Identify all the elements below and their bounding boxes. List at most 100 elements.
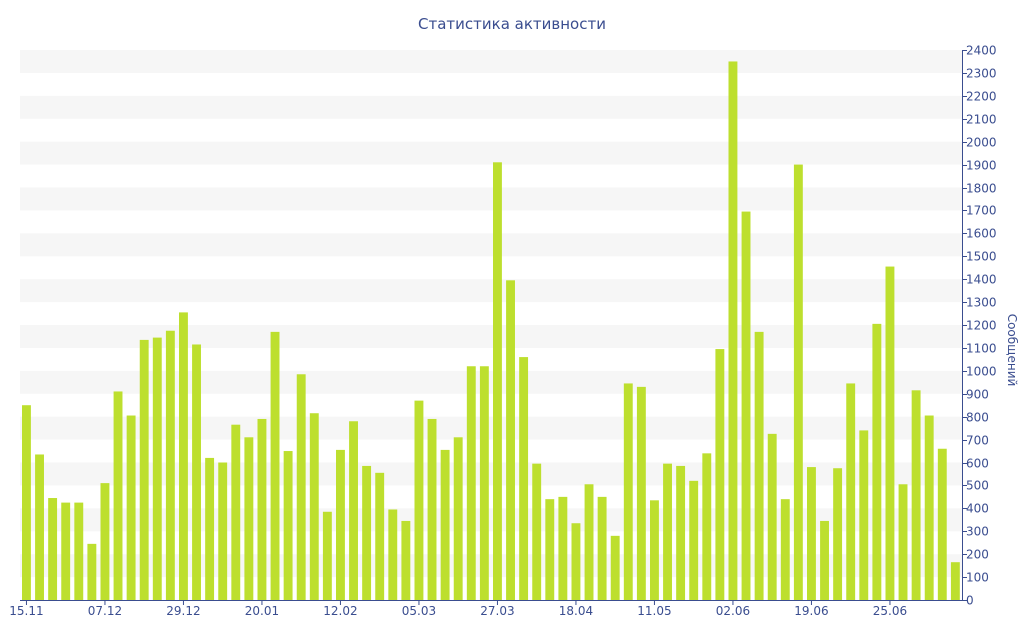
bar bbox=[676, 465, 686, 600]
grid-band bbox=[20, 462, 962, 486]
bar bbox=[87, 543, 97, 600]
bar bbox=[519, 357, 529, 600]
chart-title: Статистика активности bbox=[418, 15, 606, 33]
y-tick-label: 2000 bbox=[966, 136, 997, 150]
y-tick-label: 1900 bbox=[966, 159, 997, 173]
bar bbox=[898, 484, 908, 600]
bar bbox=[767, 433, 777, 600]
bar bbox=[205, 457, 215, 600]
y-tick-label: 1600 bbox=[966, 227, 997, 241]
bar bbox=[479, 366, 489, 600]
y-tick-label: 2200 bbox=[966, 90, 997, 104]
bar bbox=[911, 390, 921, 600]
bar bbox=[35, 454, 44, 600]
x-tick-label: 05.03 bbox=[402, 604, 436, 618]
bar bbox=[807, 467, 816, 600]
bar bbox=[558, 496, 568, 600]
bar bbox=[22, 405, 31, 600]
bar bbox=[506, 280, 515, 600]
x-tick-label: 18.04 bbox=[559, 604, 593, 618]
x-tick-label: 29.12 bbox=[166, 604, 200, 618]
bar bbox=[623, 383, 633, 600]
bar bbox=[937, 448, 947, 600]
bar bbox=[126, 415, 136, 600]
y-tick-label: 1300 bbox=[966, 296, 997, 310]
y-tick-label: 1700 bbox=[966, 204, 997, 218]
grid-band bbox=[20, 508, 962, 532]
bar bbox=[833, 468, 843, 600]
grid-band bbox=[20, 233, 962, 257]
bar bbox=[715, 349, 725, 600]
bar bbox=[388, 509, 398, 600]
bar bbox=[780, 499, 790, 600]
y-tick-label: 600 bbox=[966, 457, 989, 471]
x-tick-label: 02.06 bbox=[716, 604, 750, 618]
bar bbox=[754, 331, 764, 600]
bar bbox=[571, 523, 581, 600]
grid-band bbox=[20, 554, 962, 578]
bar bbox=[61, 502, 71, 600]
bar bbox=[636, 386, 646, 600]
bar bbox=[924, 415, 934, 600]
grid-band bbox=[20, 50, 962, 73]
x-tick-label: 19.06 bbox=[794, 604, 828, 618]
bar bbox=[545, 499, 555, 600]
bar bbox=[728, 61, 738, 601]
x-tick-label: 20.01 bbox=[245, 604, 279, 618]
y-tick-label: 200 bbox=[966, 548, 989, 562]
grid-band bbox=[20, 95, 962, 119]
bar bbox=[859, 430, 869, 600]
grid-band bbox=[20, 141, 962, 165]
bar bbox=[100, 483, 110, 600]
bar bbox=[244, 437, 254, 600]
bar bbox=[584, 484, 594, 600]
y-tick-label: 100 bbox=[966, 571, 989, 585]
y-tick-label: 1400 bbox=[966, 273, 997, 287]
y-tick-label: 400 bbox=[966, 502, 989, 516]
bar bbox=[440, 449, 450, 600]
bar bbox=[192, 344, 201, 600]
bar bbox=[375, 472, 385, 600]
bar bbox=[152, 337, 162, 600]
x-tick-label: 15.11 bbox=[9, 604, 43, 618]
bar bbox=[113, 391, 123, 600]
x-tick-label: 12.02 bbox=[323, 604, 357, 618]
bar bbox=[466, 366, 476, 600]
y-tick-label: 2300 bbox=[966, 67, 997, 81]
bar bbox=[362, 465, 372, 600]
grid-band bbox=[20, 325, 962, 348]
bars bbox=[22, 61, 960, 601]
bar bbox=[283, 451, 293, 600]
bar bbox=[179, 312, 188, 600]
bar bbox=[950, 562, 960, 600]
bar bbox=[427, 418, 437, 600]
bar bbox=[74, 502, 84, 600]
bar bbox=[793, 164, 803, 601]
y-tick-label: 0 bbox=[966, 594, 974, 608]
bar bbox=[663, 463, 672, 600]
bar bbox=[349, 421, 358, 600]
bar bbox=[820, 520, 829, 600]
bar bbox=[401, 520, 411, 600]
y-tick-label: 800 bbox=[966, 411, 989, 425]
y-tick-label: 2100 bbox=[966, 113, 997, 127]
bar bbox=[650, 500, 659, 600]
bar bbox=[231, 424, 241, 600]
bar bbox=[48, 498, 58, 600]
x-tick-label: 07.12 bbox=[88, 604, 122, 618]
bar bbox=[218, 462, 228, 600]
y-tick-label: 300 bbox=[966, 525, 989, 539]
bar bbox=[702, 453, 712, 600]
bar bbox=[532, 463, 542, 600]
bar bbox=[689, 480, 699, 600]
y-axis-title: Сообщений bbox=[1005, 314, 1019, 387]
y-tick-label: 1200 bbox=[966, 319, 997, 333]
y-tick-label: 2400 bbox=[966, 44, 997, 58]
y-tick-label: 1000 bbox=[966, 365, 997, 379]
grid-band bbox=[20, 187, 962, 211]
bar bbox=[270, 331, 280, 600]
bar bbox=[414, 400, 424, 600]
bar bbox=[322, 511, 332, 600]
bar bbox=[493, 162, 502, 600]
